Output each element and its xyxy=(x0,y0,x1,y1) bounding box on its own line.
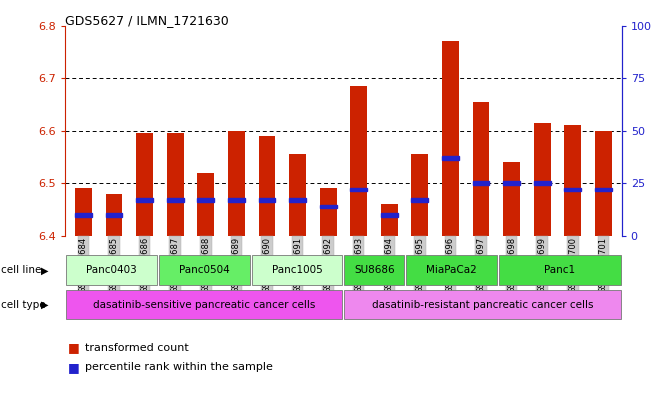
Bar xyxy=(344,290,621,319)
Text: GSM1435688: GSM1435688 xyxy=(201,237,210,293)
Bar xyxy=(350,86,367,236)
Text: GSM1435696: GSM1435696 xyxy=(446,237,455,293)
Text: GSM1435689: GSM1435689 xyxy=(232,237,241,293)
Text: GSM1435700: GSM1435700 xyxy=(568,237,577,293)
Text: percentile rank within the sample: percentile rank within the sample xyxy=(85,362,273,373)
Text: GSM1435698: GSM1435698 xyxy=(507,237,516,293)
Text: ■: ■ xyxy=(68,361,80,374)
Bar xyxy=(258,198,275,202)
Text: ▶: ▶ xyxy=(40,299,48,310)
Text: transformed count: transformed count xyxy=(85,343,188,353)
Text: ■: ■ xyxy=(68,341,80,354)
Text: GSM1435685: GSM1435685 xyxy=(109,237,118,293)
Text: GSM1435692: GSM1435692 xyxy=(324,237,333,293)
Bar xyxy=(75,189,92,236)
Text: MiaPaCa2: MiaPaCa2 xyxy=(426,265,477,275)
Text: cell type: cell type xyxy=(1,299,46,310)
Bar xyxy=(167,198,184,202)
Text: GSM1435687: GSM1435687 xyxy=(171,237,180,293)
Text: SU8686: SU8686 xyxy=(354,265,395,275)
Bar xyxy=(136,198,153,202)
Bar xyxy=(442,41,459,236)
Text: GDS5627 / ILMN_1721630: GDS5627 / ILMN_1721630 xyxy=(65,14,229,27)
Text: GSM1435699: GSM1435699 xyxy=(538,237,547,293)
Bar xyxy=(406,255,497,285)
Bar xyxy=(350,188,367,191)
Bar xyxy=(534,123,551,236)
Text: ▶: ▶ xyxy=(40,265,48,275)
Bar xyxy=(499,255,621,285)
Bar xyxy=(503,162,520,236)
Bar xyxy=(167,133,184,236)
Bar xyxy=(66,255,157,285)
Bar xyxy=(344,255,404,285)
Bar xyxy=(251,255,342,285)
Bar xyxy=(381,204,398,236)
Bar xyxy=(320,204,337,208)
Bar xyxy=(473,182,490,185)
Text: GSM1435691: GSM1435691 xyxy=(293,237,302,293)
Bar xyxy=(228,198,245,202)
Bar xyxy=(564,125,581,236)
Bar xyxy=(595,188,612,191)
Bar xyxy=(595,131,612,236)
Bar xyxy=(66,290,342,319)
Bar xyxy=(381,213,398,217)
Bar xyxy=(289,154,306,236)
Text: cell line: cell line xyxy=(1,265,42,275)
Text: dasatinib-sensitive pancreatic cancer cells: dasatinib-sensitive pancreatic cancer ce… xyxy=(93,299,316,310)
Bar xyxy=(228,131,245,236)
Bar xyxy=(197,173,214,236)
Bar xyxy=(197,198,214,202)
Bar xyxy=(136,133,153,236)
Text: GSM1435686: GSM1435686 xyxy=(140,237,149,293)
Bar xyxy=(289,198,306,202)
Text: GSM1435693: GSM1435693 xyxy=(354,237,363,293)
Bar xyxy=(105,213,122,217)
Text: GSM1435695: GSM1435695 xyxy=(415,237,424,293)
Bar xyxy=(473,102,490,236)
Bar xyxy=(105,194,122,236)
Bar xyxy=(159,255,250,285)
Bar xyxy=(503,182,520,185)
Text: Panc0403: Panc0403 xyxy=(86,265,137,275)
Text: GSM1435701: GSM1435701 xyxy=(599,237,608,293)
Text: dasatinib-resistant pancreatic cancer cells: dasatinib-resistant pancreatic cancer ce… xyxy=(372,299,593,310)
Text: GSM1435690: GSM1435690 xyxy=(262,237,271,293)
Text: GSM1435684: GSM1435684 xyxy=(79,237,88,293)
Text: GSM1435697: GSM1435697 xyxy=(477,237,486,293)
Bar xyxy=(320,189,337,236)
Bar xyxy=(442,156,459,160)
Bar xyxy=(75,213,92,217)
Text: Panc1005: Panc1005 xyxy=(271,265,322,275)
Bar xyxy=(258,136,275,236)
Bar xyxy=(411,154,428,236)
Bar xyxy=(564,188,581,191)
Text: GSM1435694: GSM1435694 xyxy=(385,237,394,293)
Text: Panc0504: Panc0504 xyxy=(179,265,230,275)
Text: Panc1: Panc1 xyxy=(544,265,575,275)
Bar xyxy=(534,182,551,185)
Bar xyxy=(411,198,428,202)
